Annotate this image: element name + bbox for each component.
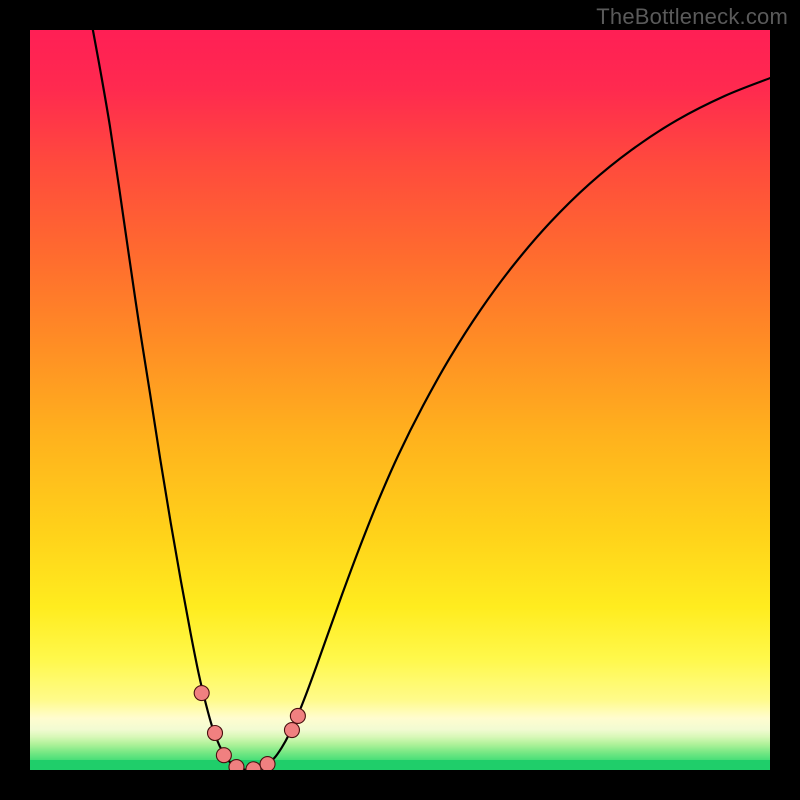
curve-marker <box>260 757 275 770</box>
curve-marker <box>284 723 299 738</box>
curve-marker <box>290 708 305 723</box>
watermark-text: TheBottleneck.com <box>596 4 788 30</box>
curve-marker <box>246 762 261 770</box>
bottleneck-curve <box>93 30 770 770</box>
curve-marker <box>229 760 244 770</box>
curve-marker <box>194 686 209 701</box>
plot-area <box>30 30 770 770</box>
curve-marker <box>208 726 223 741</box>
marker-group <box>194 686 305 770</box>
curve-marker <box>216 748 231 763</box>
curve-layer <box>30 30 770 770</box>
